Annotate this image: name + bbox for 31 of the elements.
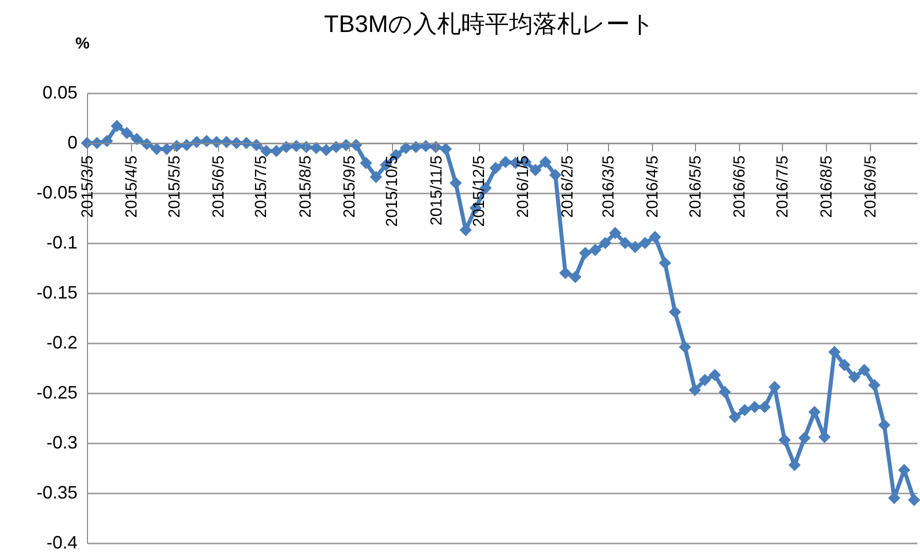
y-tick-label: -0.4 xyxy=(46,532,78,552)
x-tick-label: 2015/12/5 xyxy=(471,155,488,227)
y-tick-label: -0.25 xyxy=(36,382,78,402)
x-tick-label: 2016/6/5 xyxy=(732,155,749,218)
x-tick-label: 2016/3/5 xyxy=(600,155,618,218)
x-tick-label: 2015/3/5 xyxy=(80,155,96,218)
x-tick-label: 2016/7/5 xyxy=(774,155,792,218)
x-tick-label: 2016/5/5 xyxy=(687,155,704,218)
y-tick-label: 0 xyxy=(67,132,78,152)
y-axis-title: % xyxy=(75,36,90,52)
x-tick-label: 2015/7/5 xyxy=(253,155,270,218)
x-tick-label: 2015/9/5 xyxy=(341,155,358,218)
x-tick-label: 2015/8/5 xyxy=(297,155,314,218)
x-tick-label: 2015/11/5 xyxy=(428,155,446,226)
x-tick-label: 2015/4/5 xyxy=(124,155,141,218)
x-tick-label: 2016/4/5 xyxy=(644,155,662,218)
y-tick-label: -0.05 xyxy=(36,182,78,202)
x-tick-label: 2015/10/5 xyxy=(384,155,402,227)
x-tick-label: 2015/5/5 xyxy=(166,155,184,218)
x-tick-label: 2016/2/5 xyxy=(559,155,576,218)
x-tick-label: 2016/8/5 xyxy=(818,155,836,218)
x-tick-label: 2016/9/5 xyxy=(862,155,880,218)
x-tick-label: 2016/1/5 xyxy=(515,155,532,218)
x-tick-label: 2015/6/5 xyxy=(210,155,228,218)
y-tick-label: -0.35 xyxy=(36,482,78,502)
y-tick-label: -0.15 xyxy=(36,282,78,302)
y-tick-label: -0.1 xyxy=(46,232,78,252)
chart-title: TB3Mの入札時平均落札レート xyxy=(324,11,656,38)
y-tick-label: -0.2 xyxy=(46,332,78,352)
y-tick-label: -0.3 xyxy=(46,432,78,452)
y-tick-label: 0.05 xyxy=(42,82,78,102)
